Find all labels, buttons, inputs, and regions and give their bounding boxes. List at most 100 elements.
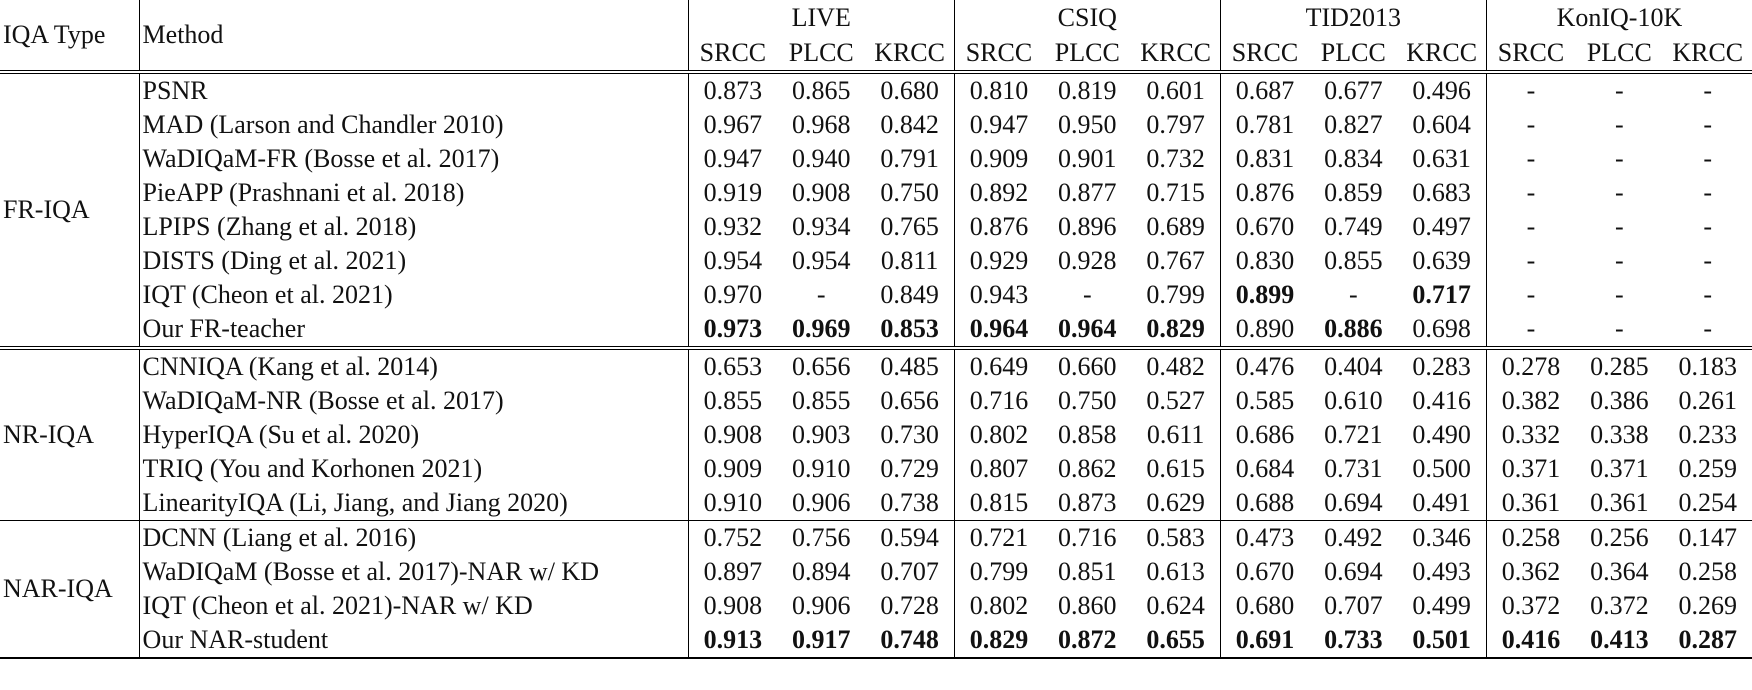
score-cell: -	[1703, 76, 1713, 105]
score-cell: 0.624	[1146, 591, 1205, 620]
score-cell: 0.819	[1058, 76, 1117, 105]
score-cell: 0.694	[1309, 486, 1398, 521]
score-cell: 0.853	[865, 312, 955, 350]
score-cell: 0.372	[1590, 591, 1649, 620]
dataset-header: CSIQ	[953, 0, 1221, 35]
score-cell: 0.278	[1485, 348, 1576, 384]
score-cell: 0.749	[1324, 212, 1383, 241]
method-name: HyperIQA (Su et al. 2020)	[138, 418, 689, 452]
score-cell: 0.896	[1058, 212, 1117, 241]
score-cell: 0.849	[880, 280, 939, 309]
score-cell: 0.947	[953, 108, 1044, 142]
score-cell: 0.689	[1146, 212, 1205, 241]
score-cell: 0.604	[1412, 110, 1471, 139]
score-cell: 0.254	[1663, 486, 1752, 521]
score-cell: 0.694	[1324, 557, 1383, 586]
score-cell: 0.683	[1412, 178, 1471, 207]
method-name: LinearityIQA (Li, Jiang, and Jiang 2020)	[138, 486, 689, 521]
score-cell: 0.361	[1575, 486, 1664, 521]
score-cell: 0.364	[1590, 557, 1649, 586]
best-score: 0.733	[1324, 625, 1383, 654]
score-cell: -	[1615, 246, 1624, 275]
score-cell: 0.717	[1397, 278, 1486, 312]
score-cell: 0.698	[1397, 312, 1487, 350]
score-cell: -	[1615, 212, 1624, 241]
method-name: DCNN (Liang et al. 2016)	[138, 520, 689, 555]
score-cell: 0.973	[687, 312, 778, 350]
score-cell: 0.147	[1678, 523, 1738, 552]
score-cell: 0.799	[1146, 280, 1205, 309]
score-cell: 0.906	[792, 591, 851, 620]
data-row: MAD (Larson and Chandler 2010) 0.967 0.968…	[0, 108, 1752, 142]
score-cell: -	[1575, 312, 1664, 350]
score-cell: 0.910	[792, 454, 851, 483]
data-row: Our NAR-student 0.913 0.917 0.748 0.829 0.872…	[0, 623, 1752, 659]
data-row: IQT (Cheon et al. 2021)-NAR w/ KD 0.908 0.…	[0, 589, 1752, 623]
score-cell: 0.791	[880, 144, 939, 173]
best-score: 0.413	[1590, 625, 1649, 654]
score-cell: 0.716	[953, 384, 1044, 418]
data-row: IQT (Cheon et al. 2021) 0.970 - 0.849 0.943 -…	[0, 278, 1752, 312]
best-score: 0.872	[1058, 625, 1117, 654]
score-cell: 0.527	[1146, 386, 1205, 415]
metric-header: PLCC	[1309, 35, 1398, 74]
score-cell: 0.919	[687, 176, 778, 210]
score-cell: 0.653	[687, 348, 778, 384]
method-name: Our NAR-student	[138, 623, 689, 659]
score-cell: 0.954	[687, 244, 778, 278]
score-cell: 0.686	[1219, 418, 1310, 452]
best-score: 0.964	[969, 314, 1029, 343]
best-score: 0.416	[1501, 625, 1561, 654]
score-cell: 0.928	[1058, 246, 1117, 275]
score-cell: 0.416	[1485, 623, 1576, 659]
method-name: LPIPS (Zhang et al. 2018)	[138, 210, 689, 244]
score-cell: -	[1485, 176, 1576, 210]
best-score: 0.853	[880, 314, 939, 343]
score-cell: -	[1703, 246, 1713, 275]
data-row: NAR-IQA DCNN (Liang et al. 2016) 0.752 0.75…	[0, 520, 1752, 659]
score-cell: 0.732	[1146, 144, 1205, 173]
score-cell: 0.886	[1309, 312, 1398, 350]
data-row: Our FR-teacher 0.973 0.969 0.853 0.964 0.964 0…	[0, 312, 1752, 350]
score-cell: 0.729	[880, 454, 939, 483]
score-cell: -	[1615, 280, 1624, 309]
metric-header: PLCC	[777, 35, 866, 74]
score-cell: 0.756	[792, 523, 851, 552]
best-score: 0.691	[1235, 625, 1295, 654]
score-cell: 0.797	[1146, 110, 1205, 139]
metric-header: KRCC	[1397, 35, 1487, 74]
score-cell: -	[1485, 312, 1576, 350]
score-cell: 0.947	[687, 142, 778, 176]
score-cell: 0.802	[953, 589, 1044, 623]
score-cell: 0.338	[1590, 420, 1649, 449]
score-cell: -	[1615, 144, 1624, 173]
score-cell: 0.386	[1590, 386, 1649, 415]
score-cell: 0.610	[1324, 386, 1383, 415]
method-name: CNNIQA (Kang et al. 2014)	[138, 348, 689, 384]
score-cell: 0.831	[1219, 142, 1310, 176]
score-cell: 0.730	[880, 420, 939, 449]
score-cell: 0.862	[1058, 454, 1117, 483]
score-cell: 0.490	[1412, 420, 1471, 449]
score-cell: 0.969	[777, 312, 866, 350]
best-score: 0.748	[880, 625, 939, 654]
score-cell: 0.752	[687, 520, 778, 555]
score-cell: 0.970	[687, 278, 778, 312]
score-cell: 0.473	[1219, 520, 1310, 555]
score-cell: 0.750	[1058, 386, 1117, 415]
score-cell: 0.496	[1412, 76, 1471, 105]
metric-header: SRCC	[687, 35, 778, 74]
metric-header: SRCC	[1219, 35, 1310, 74]
score-cell: 0.876	[953, 210, 1044, 244]
score-cell: 0.493	[1412, 557, 1471, 586]
dataset-header: TID2013	[1219, 0, 1487, 35]
score-cell: 0.781	[1219, 108, 1310, 142]
score-cell: 0.873	[687, 72, 778, 108]
score-cell: -	[1703, 144, 1713, 173]
score-cell: -	[1703, 212, 1713, 241]
score-cell: 0.362	[1485, 555, 1576, 589]
score-cell: 0.851	[1058, 557, 1117, 586]
results-table: IQA Type Method LIVE CSIQ TID2013 KonIQ-10K SR…	[0, 0, 1752, 659]
score-cell: 0.733	[1309, 623, 1398, 659]
best-score: 0.829	[1146, 314, 1205, 343]
